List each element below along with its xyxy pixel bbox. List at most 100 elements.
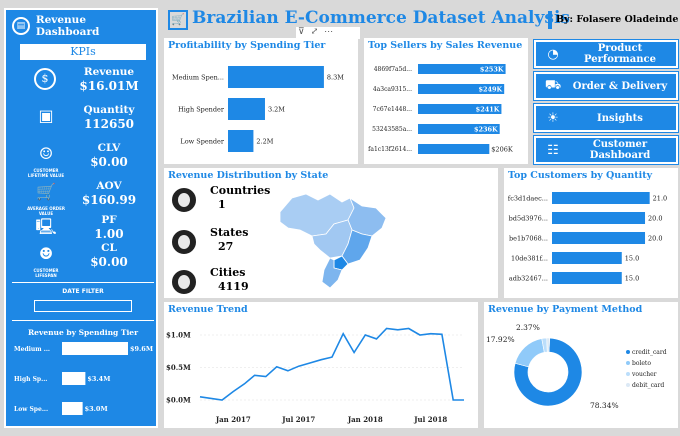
kpi-label: Quantity [83,104,135,116]
customer-lifespan-icon: ☻ [38,244,54,263]
category-label: 53243585a... [372,126,412,133]
category-label: High Sp... [14,376,47,383]
category-label: 4869f7a5d... [374,66,412,73]
data-label: $3.4M [87,375,110,383]
spending-tier-revenue-title: Revenue by Spending Tier [27,328,139,337]
stat-countries: Countries 1 [170,184,270,214]
profitability-title: Profitability by Spending Tier [168,40,326,51]
more-options-icon[interactable]: ⋯ [324,27,334,37]
bar [62,402,83,415]
truck-icon: ⛟ [544,77,562,93]
gauge-icon: ◔ [547,46,559,62]
top-sellers-panel: Top Sellers by Sales Revenue 4869f7a5d..… [364,38,528,164]
bar [62,342,128,355]
category-label: be1b7068... [509,235,548,243]
data-label: $3.0M [85,405,108,413]
stat-label: Countries [210,184,271,197]
bar [552,272,622,284]
cart-icon: 🛒 [36,182,56,201]
kpi-value: $16.01M [79,79,139,93]
purchase-frequency-icon: 🖳 [35,217,57,236]
stat-value: 4119 [218,280,249,293]
legend-label: voucher [631,371,657,378]
category-label: 10de381f... [511,255,548,263]
pie-slice [546,337,551,353]
payment-method-title: Revenue by Payment Method [488,304,643,315]
legend-marker [626,361,630,365]
category-label: Medium ... [14,346,50,353]
kpi-value: $0.00 [90,155,128,169]
data-label: $206K [491,146,513,154]
nav-insights-button[interactable]: ☀ Insights [533,103,679,133]
kpi-value: 112650 [83,117,135,131]
data-label: $241K [476,106,500,114]
legend-marker [626,350,630,354]
filter-icon[interactable]: ⊽ [298,27,305,37]
x-tick-label: Jan 2017 [215,415,251,424]
legend-marker [626,372,630,376]
data-label: $253K [480,66,504,74]
y-tick-label: $1.0M [166,331,191,340]
category-label: bd5d3976... [509,215,548,223]
focus-mode-icon[interactable]: ⤢ [310,27,319,37]
kpi-clv: ☺ CUSTOMER LIFETIME VALUE CLV $0.00 [12,140,154,180]
kpi-cl: ☻ CUSTOMER LIFESPAN CL $0.00 [12,240,154,280]
stat-value: 27 [218,240,234,253]
nav-order-delivery-button[interactable]: ⛟ Order & Delivery [533,71,679,101]
kpi-pf: 🖳 PF 1.00 [12,212,154,252]
nav-label: Order & Delivery [572,80,668,92]
stat-cities: Cities 4119 [170,266,270,296]
sidebar: ▤ Revenue Dashboard KPIs $ Revenue $16.0… [4,8,158,428]
bar [418,144,490,154]
category-label: Low Spender [180,138,225,146]
data-label: 15.0 [625,275,639,283]
stat-label: States [210,226,249,239]
revenue-trend-chart: $0.0M $0.5M $1.0M Jan 2017 Jul 2017 Jan 2018 J… [166,327,464,424]
bar [552,192,650,204]
kpi-label: CL [101,242,117,254]
nav-product-performance-button[interactable]: ◔ Product Performance [533,39,679,69]
data-label: 8.3M [327,74,344,82]
globe-icon [172,188,196,212]
customer-lifetime-value-icon: ☺ [38,144,54,163]
kpi-quantity: ▣ Quantity 112650 [12,102,154,142]
profitability-panel: Profitability by Spending Tier Medium Sp… [164,38,358,164]
bar [418,124,500,134]
revenue-by-state-panel: Revenue Distribution by State Countries … [164,168,498,298]
category-label: 7c67e1448... [373,106,412,113]
profitability-chart: Medium Spen... 8.3M High Spender 3.2M Low Sp… [172,66,344,152]
kpi-revenue: $ Revenue $16.01M [12,64,154,104]
spending-tier-revenue-chart: Medium ... $9.6M High Sp... $3.4M Low Spe...… [14,342,153,415]
category-label: adb32467... [509,275,548,283]
date-filter-input[interactable] [34,300,132,312]
divider [12,320,154,321]
revenue-trend-title: Revenue Trend [168,304,248,315]
kpi-label: PF [101,214,117,226]
pie-slice [514,338,545,368]
revenue-icon: $ [34,68,56,90]
page-title: Brazilian E-Commerce Dataset Analysis [192,8,570,28]
stat-states: States 27 [170,226,270,256]
bar [552,232,646,244]
data-label: 3.2M [268,106,285,114]
kpi-caption: AVERAGE ORDER VALUE [27,206,65,216]
revenue-by-state-title: Revenue Distribution by State [168,170,329,181]
nav-customer-dashboard-button[interactable]: ☷ Customer Dashboard [533,135,679,165]
x-tick-label: Jul 2018 [413,415,447,424]
bar [418,84,505,94]
data-label: 20.0 [648,215,662,223]
header: 🛒 Brazilian E-Commerce Dataset Analysis … [166,8,678,34]
people-icon: ☷ [547,142,559,158]
map-region-south[interactable] [321,257,343,289]
stat-label: Cities [210,266,246,279]
brazil-map[interactable] [272,184,392,296]
data-label: $249K [478,86,502,94]
category-label: High Spender [178,106,225,114]
x-tick-label: Jan 2018 [347,415,383,424]
top-sellers-chart: 4869f7a5d... $253K 4a3ca9315... $249K 7c67e1… [368,64,513,154]
category-label: Low Spe... [14,406,48,413]
legend-marker [626,383,630,387]
nav-label: Customer Dashboard [589,139,651,161]
legend-label: credit_card [632,349,667,356]
